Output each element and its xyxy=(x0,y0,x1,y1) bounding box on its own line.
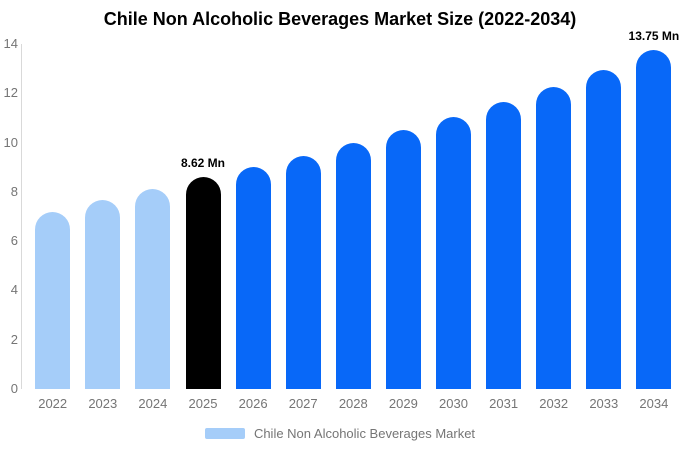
x-tick-label: 2022 xyxy=(38,396,68,411)
x-tick-label: 2024 xyxy=(138,396,168,411)
bar xyxy=(35,211,71,389)
y-tick-label: 6 xyxy=(10,233,18,249)
bar-value-label: 8.62 Mn xyxy=(180,155,225,170)
legend-swatch xyxy=(204,427,245,439)
y-tick-label: 2 xyxy=(10,331,18,347)
y-tick-label: 4 xyxy=(10,282,18,298)
x-tick-label: 2023 xyxy=(88,396,118,411)
bar xyxy=(235,167,271,389)
bar xyxy=(185,176,221,389)
bar xyxy=(385,130,421,389)
x-tick-label: 2026 xyxy=(238,396,268,411)
x-tick-label: 2025 xyxy=(188,396,218,411)
x-tick-label: 2028 xyxy=(338,396,368,411)
x-tick-label: 2031 xyxy=(489,396,519,411)
x-tick-label: 2030 xyxy=(439,396,468,411)
bar xyxy=(135,189,171,389)
bar xyxy=(335,142,371,389)
y-axis-line xyxy=(21,44,22,389)
legend-label: Chile Non Alcoholic Beverages Market xyxy=(253,425,476,441)
bar xyxy=(636,50,672,389)
chart-title: Chile Non Alcoholic Beverages Market Siz… xyxy=(103,9,577,29)
y-tick-label: 14 xyxy=(3,36,18,51)
x-tick-label: 2027 xyxy=(288,396,318,411)
y-tick-label: 8 xyxy=(10,183,18,199)
x-tick-label: 2032 xyxy=(539,396,569,411)
bar xyxy=(586,69,622,389)
x-tick-label: 2033 xyxy=(589,396,619,411)
x-tick-label: 2029 xyxy=(388,396,418,411)
y-tick-label: 12 xyxy=(3,85,18,101)
legend[interactable]: Chile Non Alcoholic Beverages Market xyxy=(0,425,680,441)
bar xyxy=(536,87,572,389)
x-tick-label: 2034 xyxy=(639,396,669,411)
bar xyxy=(436,116,471,389)
y-tick-label: 0 xyxy=(10,381,18,396)
bar xyxy=(85,200,121,389)
bar xyxy=(285,156,321,389)
y-tick-label: 10 xyxy=(3,134,18,150)
bar-value-label: 13.75 Mn xyxy=(628,29,680,44)
bar xyxy=(486,101,522,389)
